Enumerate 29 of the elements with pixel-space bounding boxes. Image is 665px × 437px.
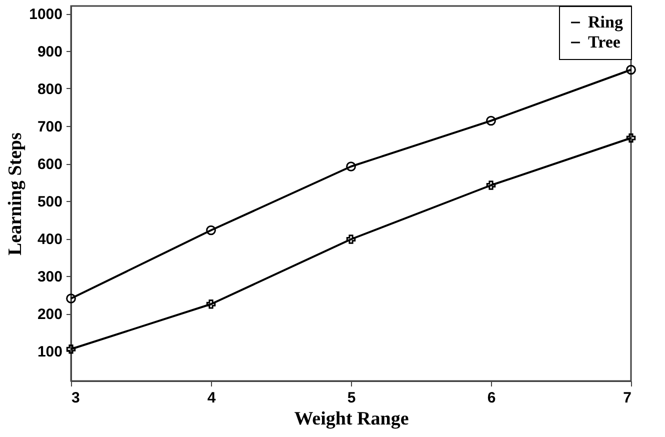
point [486,116,496,126]
y-tick-label: 1000 [29,6,62,23]
point [206,225,216,236]
x-axis-title: Weight Range [294,408,409,430]
x-tick-label: 6 [487,390,496,406]
y-tick-label: 500 [37,194,62,210]
legend-label: Tree [588,32,621,52]
y-tick-label: 600 [37,156,62,173]
y-tick-label: 900 [37,44,62,60]
y-tick-label: 300 [37,268,62,286]
x-tick-label: 5 [347,390,356,406]
point [346,162,356,172]
y-tick-label: 800 [37,81,62,98]
point [346,234,356,244]
y-axis-title: Learning Steps [5,132,26,256]
point [206,300,216,309]
x-tick-label: 7 [623,390,632,406]
point [626,133,636,143]
y-tick-label: 200 [37,306,62,323]
point [626,64,636,75]
y-tick-label: 400 [37,231,62,248]
x-tick-label: 4 [207,390,216,406]
legend-label: Ring [588,12,624,32]
point [486,180,496,190]
point [66,294,76,304]
y-tick-label: 100 [37,344,62,360]
x-tick-label: 3 [72,390,80,406]
y-tick-label: 700 [37,118,62,136]
point [66,344,76,354]
